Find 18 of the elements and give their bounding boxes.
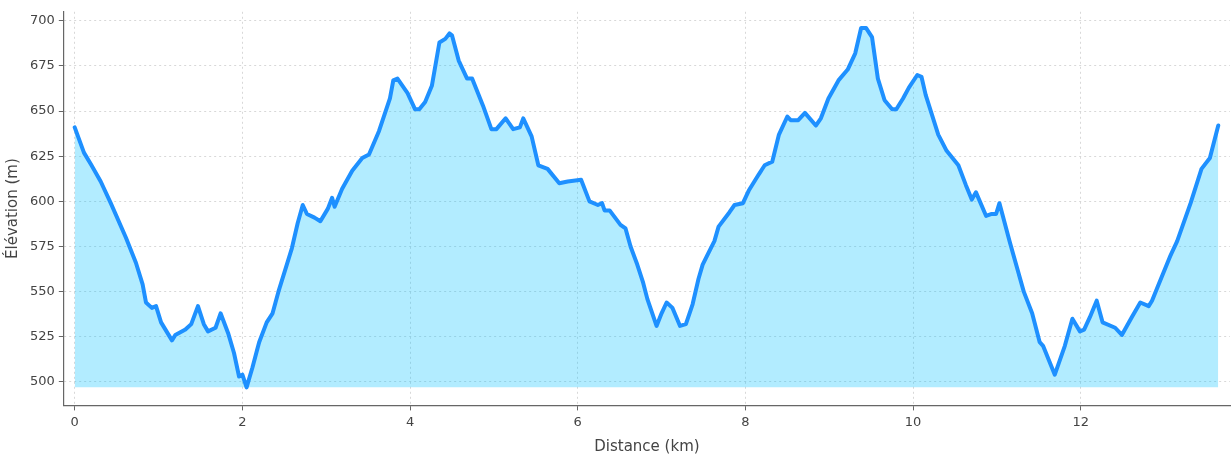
x-tick-label: 10 <box>904 413 922 429</box>
y-tick-label: 625 <box>29 147 55 163</box>
x-tick-label: 0 <box>70 413 79 429</box>
y-tick-label: 500 <box>29 373 55 389</box>
y-tick-label: 700 <box>29 12 55 28</box>
y-tick-label: 575 <box>29 237 55 253</box>
x-axis-title: Distance (km) <box>594 436 700 455</box>
y-tick-label: 600 <box>29 192 55 208</box>
x-tick-label: 12 <box>1072 413 1090 429</box>
y-tick-label: 675 <box>29 57 55 73</box>
y-tick-label: 525 <box>29 328 55 344</box>
x-tick-label: 6 <box>573 413 582 429</box>
y-axis-title: Élévation (m) <box>1 158 21 259</box>
x-tick-label: 4 <box>405 413 415 429</box>
x-tick-label: 2 <box>238 413 247 429</box>
y-tick-label: 550 <box>29 283 55 299</box>
y-tick-label: 650 <box>29 102 55 118</box>
x-tick-label: 8 <box>741 413 750 429</box>
